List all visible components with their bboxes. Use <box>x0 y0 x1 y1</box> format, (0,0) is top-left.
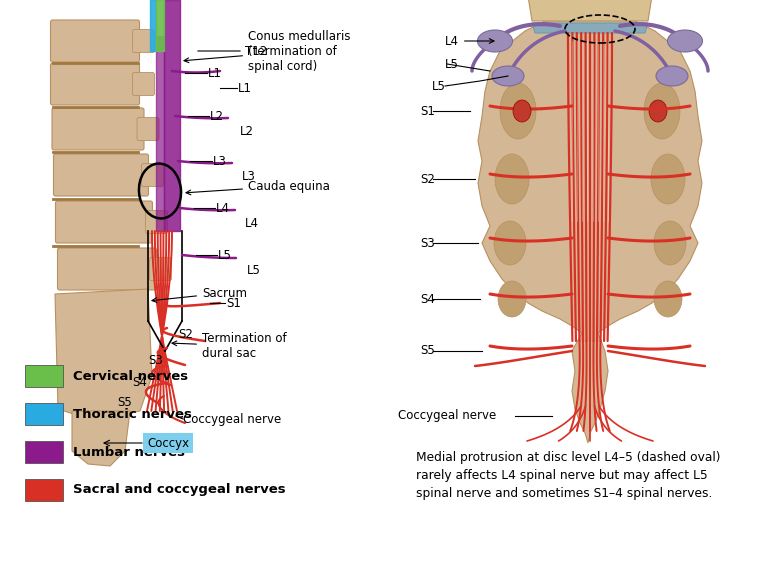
Polygon shape <box>55 289 152 421</box>
Text: L2: L2 <box>210 109 224 122</box>
Ellipse shape <box>478 30 512 52</box>
Text: Cauda equina: Cauda equina <box>186 180 330 195</box>
Ellipse shape <box>498 281 526 317</box>
FancyBboxPatch shape <box>141 163 164 186</box>
Ellipse shape <box>656 66 688 86</box>
Text: S5: S5 <box>117 397 132 410</box>
Ellipse shape <box>492 66 524 86</box>
Text: T12: T12 <box>245 44 267 57</box>
Ellipse shape <box>667 30 703 52</box>
Text: L5: L5 <box>218 249 232 261</box>
FancyBboxPatch shape <box>51 20 140 62</box>
Text: Coccygeal nerve: Coccygeal nerve <box>398 410 496 422</box>
Text: L4: L4 <box>245 217 259 229</box>
FancyBboxPatch shape <box>54 154 148 196</box>
Text: Conus medullaris
(termination of
spinal cord): Conus medullaris (termination of spinal … <box>184 30 350 72</box>
FancyBboxPatch shape <box>137 117 159 140</box>
Ellipse shape <box>651 154 685 204</box>
Ellipse shape <box>513 100 531 122</box>
Text: L3: L3 <box>242 169 256 182</box>
Text: S4: S4 <box>132 376 147 389</box>
Text: Cervical nerves: Cervical nerves <box>73 370 188 383</box>
FancyBboxPatch shape <box>52 108 144 150</box>
Text: L1: L1 <box>208 67 222 80</box>
Ellipse shape <box>500 83 536 139</box>
FancyBboxPatch shape <box>25 403 63 425</box>
FancyBboxPatch shape <box>145 210 167 233</box>
FancyBboxPatch shape <box>133 72 154 95</box>
Text: L1: L1 <box>238 81 252 94</box>
Text: Sacrum: Sacrum <box>152 287 247 302</box>
FancyBboxPatch shape <box>25 441 63 463</box>
Text: Medial protrusion at disc level L4–5 (dashed oval)
rarely affects L4 spinal nerv: Medial protrusion at disc level L4–5 (da… <box>416 452 720 500</box>
Ellipse shape <box>644 83 680 139</box>
Text: Coccyx: Coccyx <box>147 436 189 449</box>
FancyBboxPatch shape <box>25 365 63 387</box>
Text: Thoracic nerves: Thoracic nerves <box>73 407 192 421</box>
Text: S3: S3 <box>148 355 163 367</box>
Polygon shape <box>72 411 130 466</box>
Ellipse shape <box>495 154 529 204</box>
Text: L4: L4 <box>216 201 230 214</box>
Text: L4: L4 <box>445 34 494 48</box>
Text: S2: S2 <box>178 329 193 342</box>
FancyBboxPatch shape <box>58 248 157 290</box>
Ellipse shape <box>649 100 667 122</box>
Text: L2: L2 <box>240 125 254 137</box>
Text: L5: L5 <box>445 57 458 71</box>
Text: Termination of
dural sac: Termination of dural sac <box>172 332 286 360</box>
Ellipse shape <box>654 221 686 265</box>
Polygon shape <box>532 23 648 33</box>
Text: S3: S3 <box>420 237 435 250</box>
FancyBboxPatch shape <box>55 201 153 243</box>
Polygon shape <box>528 0 652 21</box>
FancyBboxPatch shape <box>133 30 154 53</box>
Ellipse shape <box>654 281 682 317</box>
FancyBboxPatch shape <box>51 63 140 105</box>
Ellipse shape <box>494 221 526 265</box>
Text: S2: S2 <box>420 172 435 186</box>
Text: Coccygeal nerve: Coccygeal nerve <box>183 412 281 425</box>
Text: L5: L5 <box>247 264 261 277</box>
Text: L5: L5 <box>432 80 446 93</box>
FancyBboxPatch shape <box>150 257 171 280</box>
Polygon shape <box>478 13 702 443</box>
Text: S4: S4 <box>420 292 435 306</box>
Text: S1: S1 <box>420 104 435 117</box>
Text: L3: L3 <box>213 154 227 168</box>
Text: Sacral and coccygeal nerves: Sacral and coccygeal nerves <box>73 484 286 496</box>
Text: S5: S5 <box>420 344 435 357</box>
Text: S1: S1 <box>226 297 241 310</box>
FancyBboxPatch shape <box>25 479 63 501</box>
Text: Lumbar nerves: Lumbar nerves <box>73 445 185 458</box>
